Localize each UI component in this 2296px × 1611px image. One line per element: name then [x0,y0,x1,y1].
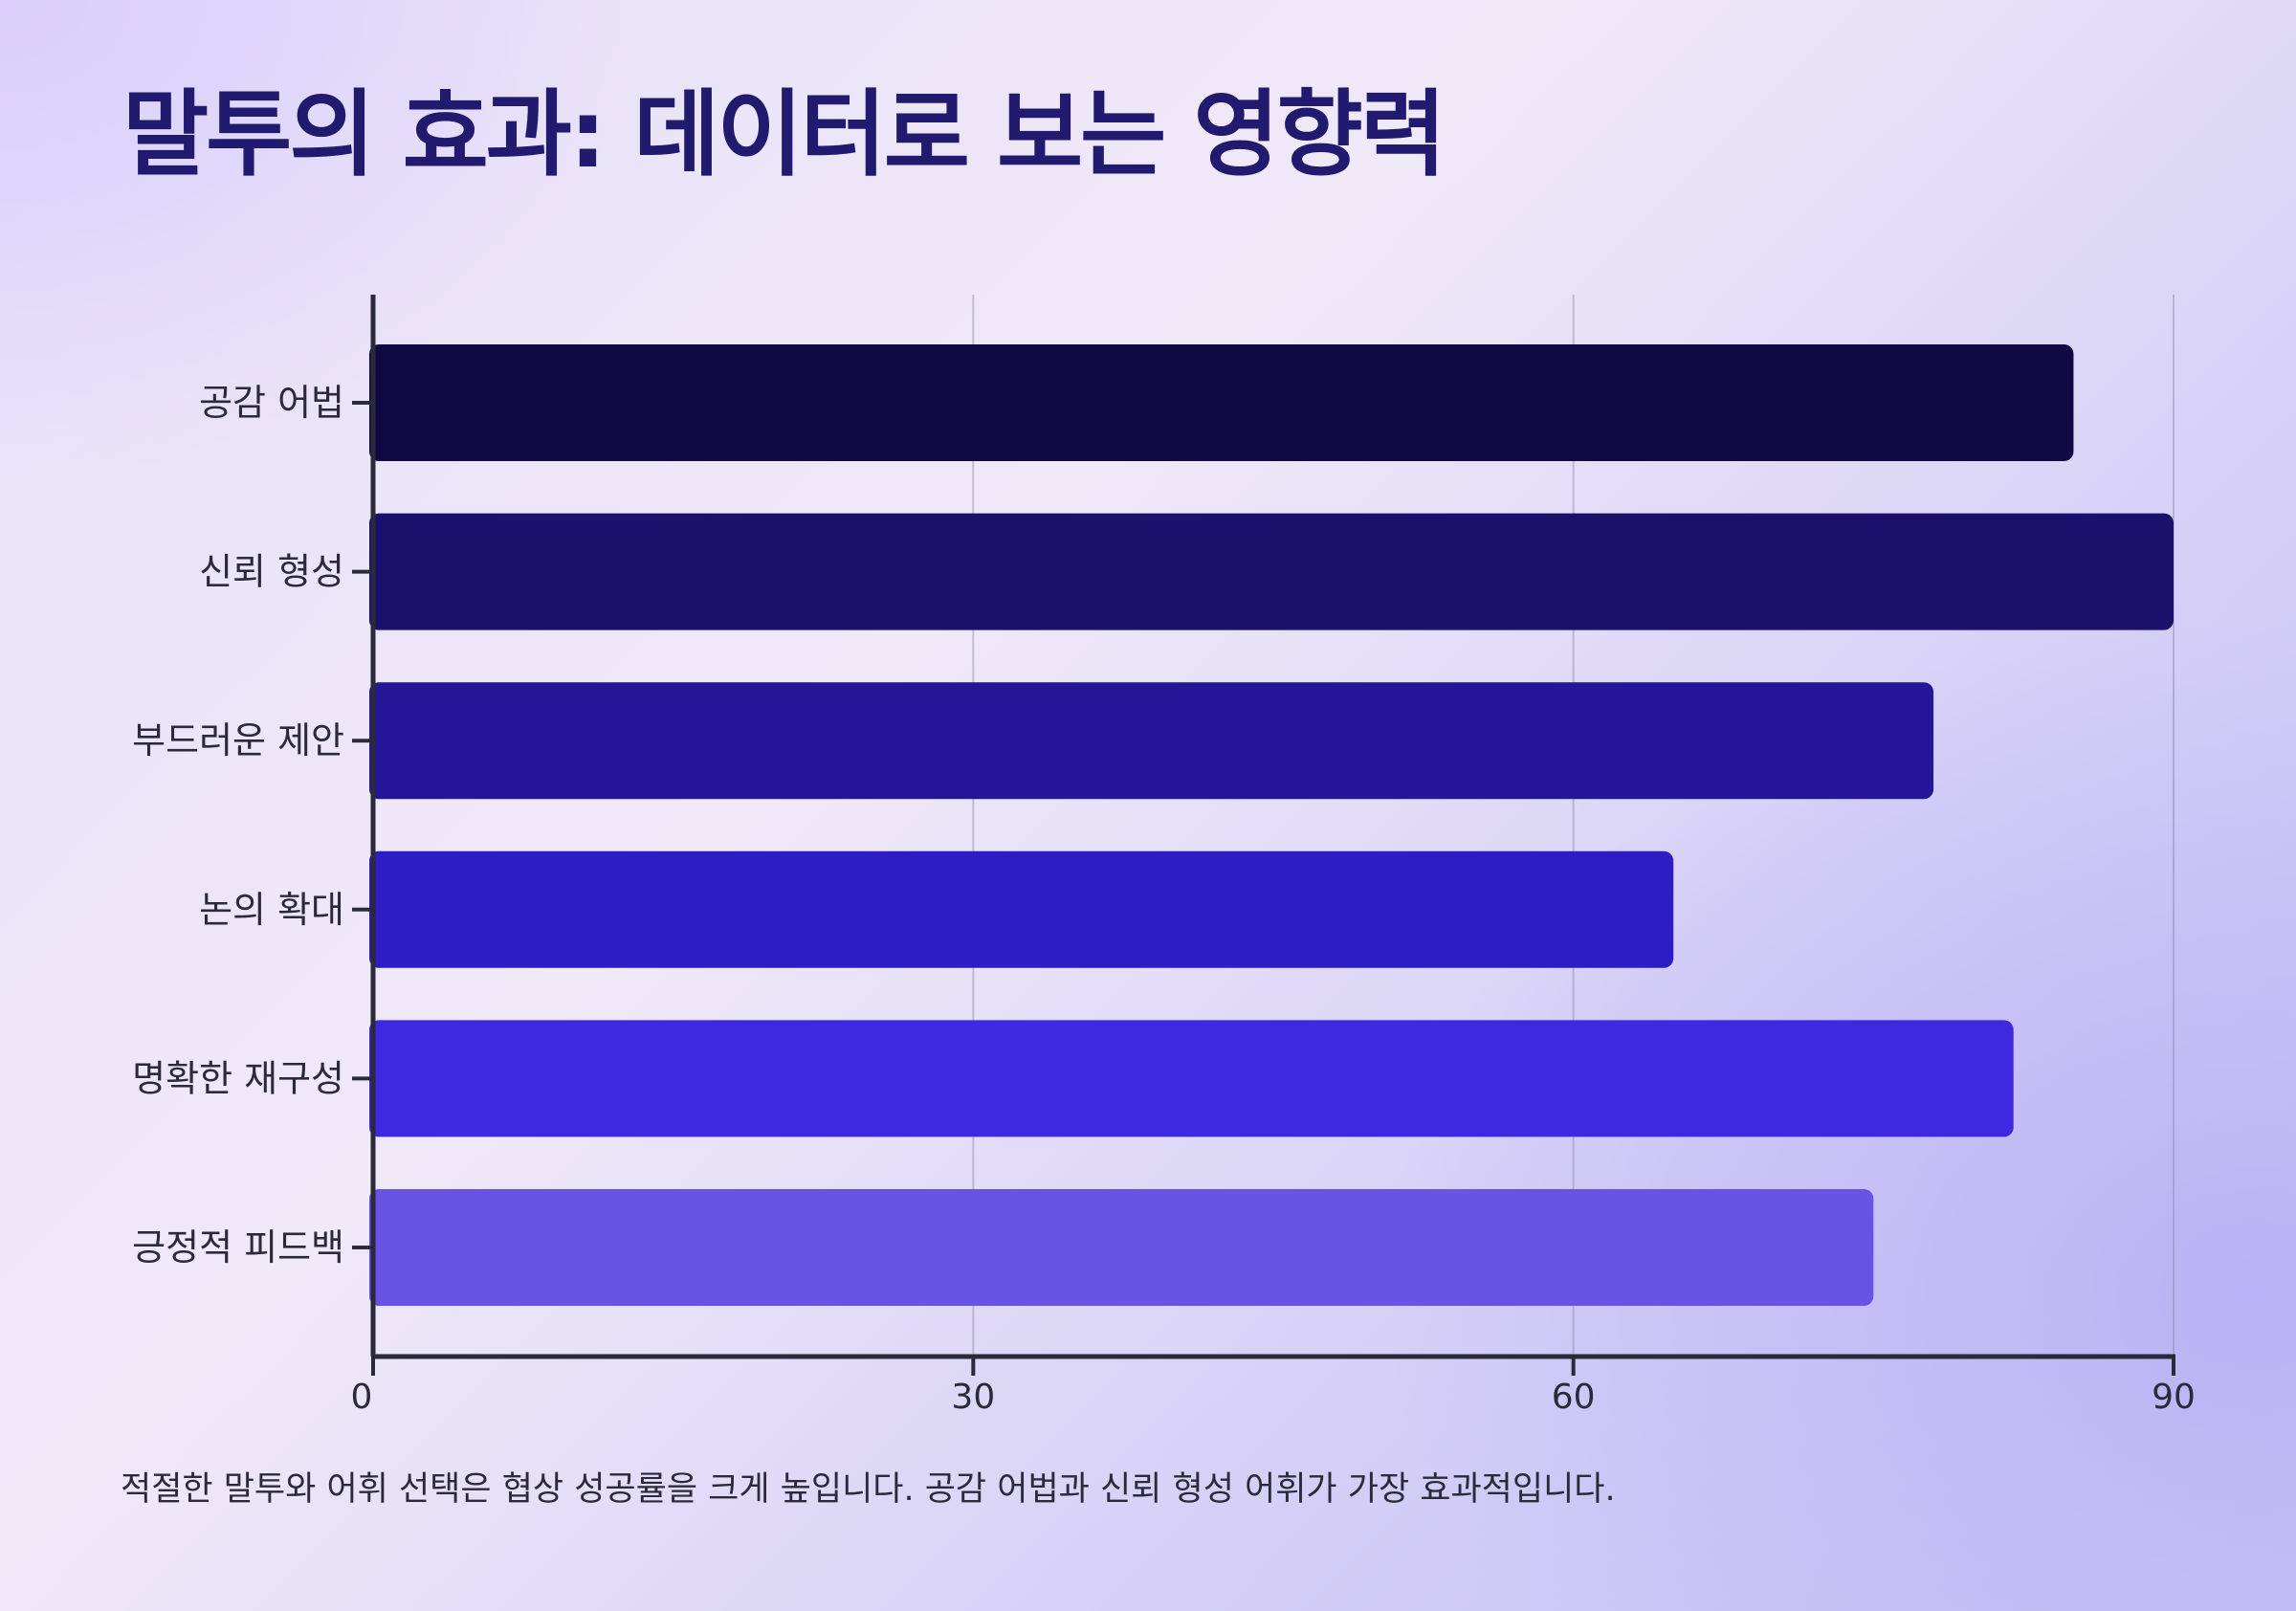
y-tick-label-5: 긍정적 피드백 [132,1226,344,1269]
y-tick-label-0: 공감 어법 [199,382,344,424]
bar-1 [369,513,2174,630]
y-tick-label-4: 명확한 재구성 [132,1057,344,1099]
x-tick-label-2: 60 [1552,1378,1596,1417]
bars [369,344,2174,1306]
bar-5 [369,1189,1874,1306]
y-tick-label-1: 신뢰 형성 [199,551,344,593]
y-tick-label-2: 부드러운 제안 [132,719,344,761]
bar-3 [369,850,1674,968]
y-tick-label-3: 논의 확대 [199,889,344,931]
bar-0 [369,344,2074,461]
gridlines [972,295,2175,1357]
bar-4 [369,1020,2014,1137]
chart-title: 말투의 효과: 데이터로 보는 영향력 [122,80,1446,189]
bar-2 [369,682,1934,800]
x-tick-label-0: 0 [351,1378,373,1417]
x-tick-labels: 0 30 60 90 [351,1357,2196,1417]
chart-caption: 적절한 말투와 어휘 선택은 협상 성공률을 크게 높입니다. 공감 어법과 신… [121,1470,1616,1509]
axes [370,295,2175,1359]
x-tick-label-3: 90 [2152,1378,2196,1417]
x-tick-label-1: 30 [951,1378,995,1417]
